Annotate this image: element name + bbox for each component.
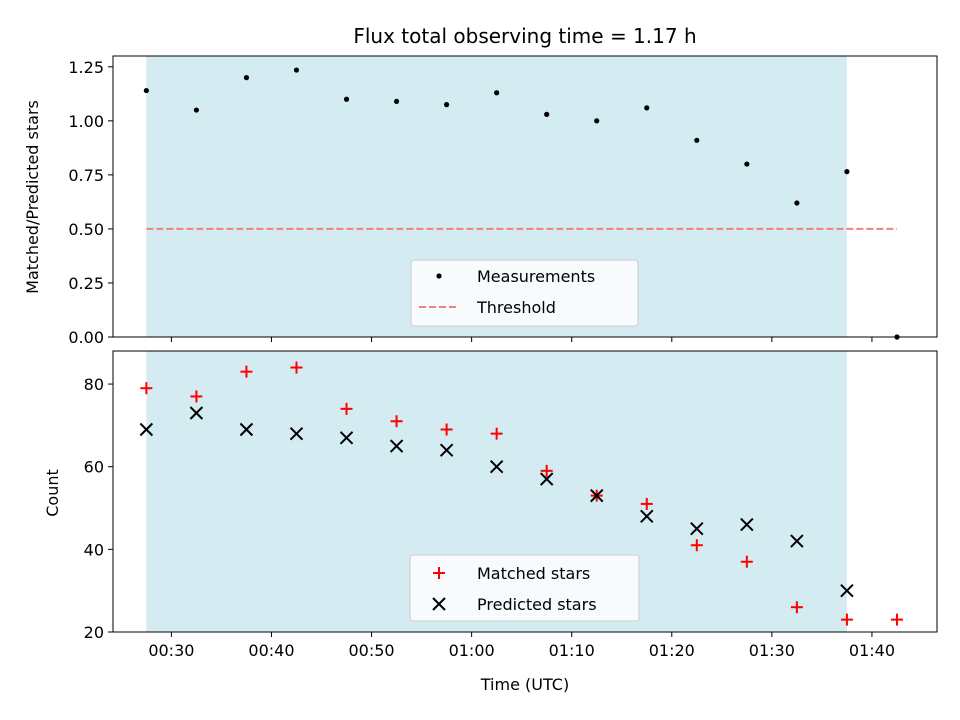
measurement-point	[494, 90, 500, 96]
measurement-point	[644, 105, 650, 111]
measurement-point	[544, 111, 550, 117]
ratio-legend-box	[410, 259, 639, 327]
predicted-legend-label: Predicted stars	[477, 595, 597, 614]
y-tick-label: 1.25	[68, 58, 104, 77]
y-tick-label: 0.50	[68, 220, 104, 239]
matched-point	[890, 613, 903, 626]
matched-point	[440, 423, 453, 436]
predicted-point	[790, 534, 804, 548]
count-y-axis-label: Count	[43, 469, 62, 517]
matched-point	[190, 390, 203, 403]
matched-legend-label: Matched stars	[477, 564, 590, 583]
predicted-point	[590, 488, 604, 503]
ratio-y-ticks: 0.00 0.25 0.50 0.75 1.00 1.25	[68, 58, 113, 347]
predicted-point	[139, 422, 154, 437]
matched-point	[140, 382, 153, 395]
chart-title: Flux total observing time = 1.17 h	[353, 24, 696, 48]
predicted-point	[189, 406, 204, 420]
y-tick-label: 1.00	[68, 112, 104, 131]
measurement-point	[143, 87, 149, 94]
x-axis-label: Time (UTC)	[480, 675, 569, 694]
predicted-legend-marker	[432, 597, 446, 611]
y-tick-label: 60	[84, 458, 104, 477]
x-tick-label: 00:30	[148, 641, 194, 660]
matched-point	[540, 464, 553, 477]
count-y-ticks: 20 40 60 80	[84, 375, 113, 642]
x-tick-label: 01:40	[849, 641, 895, 660]
count-marks	[139, 361, 903, 626]
measurement-point	[694, 137, 700, 143]
y-tick-label: 0.25	[68, 274, 104, 293]
ratio-x-ticks	[170, 337, 873, 342]
x-tick-label: 01:00	[449, 641, 495, 660]
measurement-point	[193, 107, 200, 113]
ratio-y-axis-label: Matched/Predicted stars	[23, 100, 42, 294]
predicted-point	[239, 422, 254, 437]
predicted-point	[690, 521, 704, 536]
predicted-point	[840, 583, 854, 598]
matched-point	[690, 539, 703, 552]
count-x-ticks: 00:30 00:40 00:50 01:00 01:10 01:20 01:30 01:40	[148, 632, 895, 660]
predicted-point	[389, 439, 404, 453]
matched-point	[740, 555, 753, 568]
x-tick-label: 01:20	[649, 641, 695, 660]
measurement-point	[594, 118, 600, 124]
matched-legend-marker	[433, 567, 445, 579]
y-tick-label: 0.75	[68, 166, 104, 185]
y-tick-label: 20	[84, 623, 104, 642]
measurements-legend-label: Measurements	[477, 267, 595, 286]
matched-point	[290, 361, 303, 374]
predicted-point	[539, 472, 554, 486]
predicted-point	[740, 517, 754, 532]
matched-point	[240, 365, 253, 378]
matched-point	[340, 402, 353, 415]
y-tick-label: 0.00	[68, 328, 104, 347]
matched-point	[490, 427, 503, 440]
measurement-point	[293, 67, 300, 73]
measurement-point	[844, 169, 850, 175]
ratio-panel: Flux total observing time = 1.17 h 0.000…	[23, 24, 938, 347]
predicted-point	[339, 431, 354, 445]
x-tick-label: 00:50	[348, 641, 394, 660]
matched-point	[640, 497, 653, 510]
matched-point	[390, 415, 403, 428]
predicted-point	[289, 426, 304, 441]
ratio-plot-frame	[112, 55, 938, 338]
measurement-point	[444, 102, 450, 108]
predicted-point	[489, 459, 504, 474]
measurement-point	[794, 200, 800, 206]
y-tick-label: 80	[84, 375, 104, 394]
x-tick-label: 01:30	[749, 641, 795, 660]
x-tick-label: 00:40	[248, 641, 294, 660]
measurement-point	[744, 161, 750, 167]
measurement-point	[393, 98, 400, 104]
measurements-legend-marker	[436, 273, 442, 279]
matched-point	[840, 613, 853, 626]
ratio-legend: Measurements Threshold	[410, 259, 639, 327]
y-tick-label: 40	[84, 540, 104, 559]
matched-point	[790, 601, 803, 614]
count-legend-box	[409, 554, 640, 622]
count-plot-frame	[112, 350, 938, 633]
count-legend: Matched stars Predicted stars	[409, 554, 640, 622]
threshold-legend-label: Threshold	[476, 298, 556, 317]
predicted-point	[640, 509, 654, 524]
measurement-point	[243, 75, 250, 81]
measurement-point	[343, 96, 350, 102]
x-tick-label: 01:10	[549, 641, 595, 660]
predicted-point	[439, 443, 454, 457]
ratio-marks	[143, 67, 900, 340]
